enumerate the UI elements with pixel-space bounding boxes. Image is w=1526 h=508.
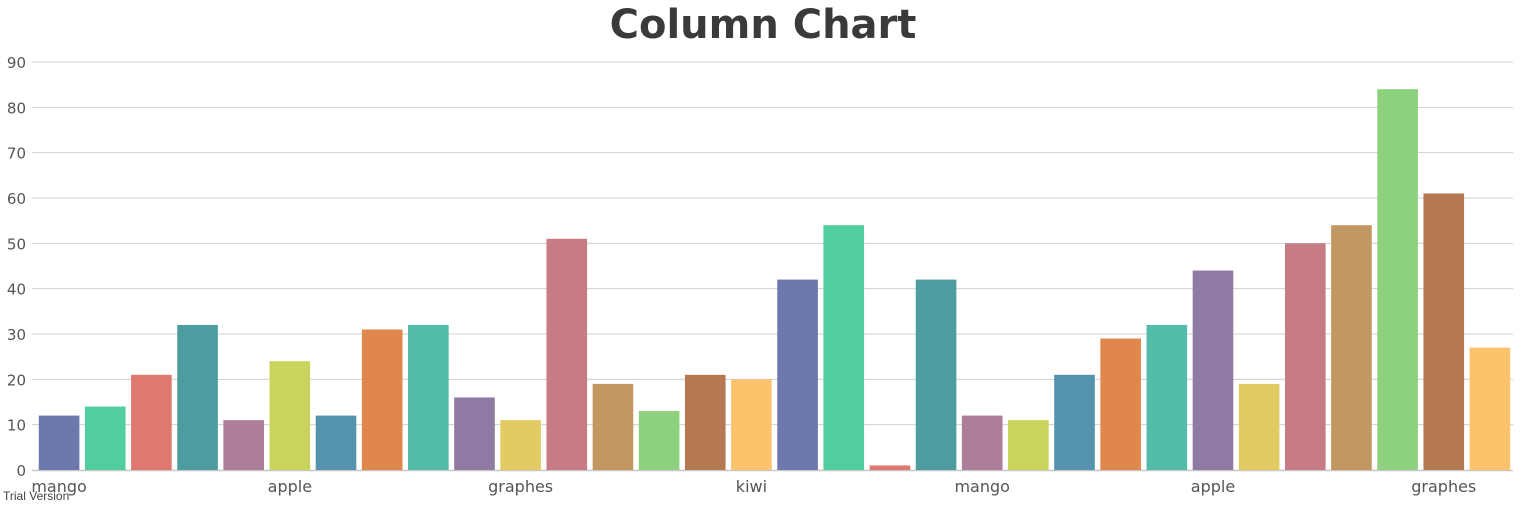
bar (1331, 225, 1372, 470)
bar (915, 279, 957, 470)
y-tick-label: 10 (7, 417, 26, 435)
y-tick-label: 20 (7, 371, 26, 389)
y-tick-label: 90 (7, 54, 26, 72)
bar (961, 415, 1003, 470)
bar (454, 397, 495, 470)
y-tick-label: 30 (7, 326, 26, 344)
bar (546, 238, 588, 470)
bar (1008, 420, 1049, 470)
bar (223, 420, 265, 470)
bar (731, 379, 772, 470)
x-tick-label: mango (31, 477, 86, 496)
bar (1192, 270, 1234, 470)
bar (1284, 243, 1326, 470)
bar (269, 361, 311, 470)
bar (684, 374, 726, 470)
y-tick-label: 60 (7, 190, 26, 208)
bar (1377, 89, 1418, 470)
bar (38, 415, 80, 470)
bar (84, 406, 126, 470)
y-tick-label: 40 (7, 281, 26, 299)
trial-version-watermark: Trial Version (3, 489, 70, 503)
bar (638, 411, 680, 470)
bar (1054, 374, 1095, 470)
bar (131, 374, 172, 470)
bar (1100, 338, 1141, 470)
bar (1238, 383, 1280, 470)
bar (408, 324, 449, 470)
y-tick-label: 70 (7, 145, 26, 163)
bar (315, 415, 357, 470)
bar (592, 383, 634, 470)
x-tick-label: mango (954, 477, 1009, 496)
bar (177, 324, 218, 470)
y-tick-label: 80 (7, 99, 26, 117)
x-tick-label: graphes (488, 477, 553, 496)
bar (361, 329, 403, 470)
bar (823, 225, 865, 470)
y-tick-label: 50 (7, 235, 26, 253)
x-tick-label: kiwi (736, 477, 767, 496)
x-tick-label: graphes (1411, 477, 1476, 496)
x-tick-label: apple (268, 477, 312, 496)
x-tick-label: apple (1191, 477, 1235, 496)
y-tick-label: 0 (16, 462, 26, 480)
bar (1423, 193, 1465, 470)
chart-title: Column Chart (609, 2, 917, 48)
bar (777, 279, 818, 470)
bar (1469, 347, 1511, 470)
bar (1146, 324, 1188, 470)
bar (500, 420, 541, 470)
bar (869, 465, 911, 470)
